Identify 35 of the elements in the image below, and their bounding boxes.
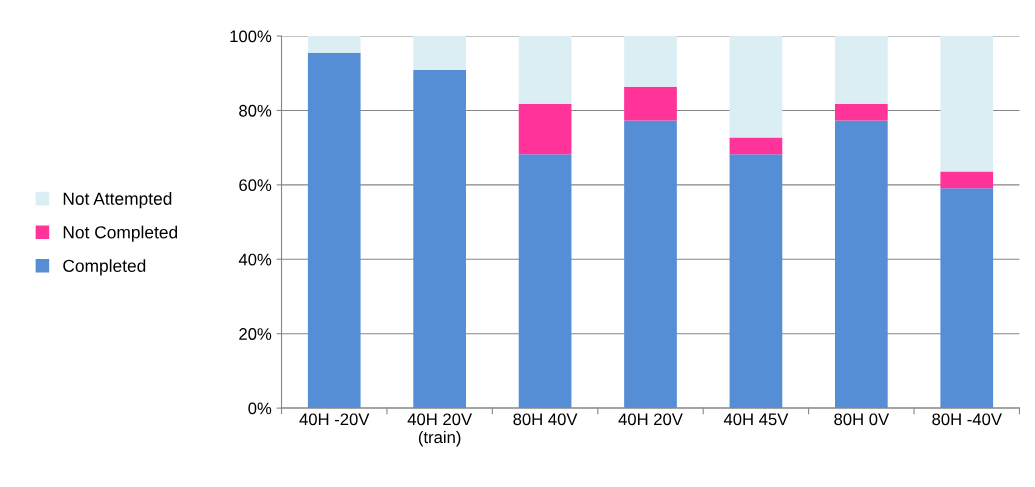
bar bbox=[518, 36, 572, 104]
y-tick-label: 80% bbox=[239, 104, 272, 117]
y-tick-label: 20% bbox=[239, 328, 272, 340]
bar bbox=[940, 36, 994, 172]
y-tick-label: 40% bbox=[238, 253, 272, 266]
x-tick-label: 40H -20V bbox=[299, 413, 370, 426]
bar bbox=[729, 36, 783, 138]
bar bbox=[624, 36, 677, 87]
bar bbox=[729, 154, 783, 409]
bar bbox=[518, 154, 572, 409]
bar bbox=[834, 120, 888, 409]
bar bbox=[518, 103, 572, 155]
bar bbox=[940, 188, 994, 409]
x-tick-label: 40H 20V (train) bbox=[407, 413, 473, 447]
bar bbox=[940, 171, 994, 189]
bar bbox=[834, 103, 888, 121]
bar bbox=[413, 36, 467, 70]
legend-label: Not Attempted bbox=[63, 192, 172, 209]
y-tick-label: 60% bbox=[239, 179, 272, 192]
bar bbox=[307, 36, 361, 53]
x-tick-label: 80H -40V bbox=[932, 413, 1002, 426]
bar bbox=[624, 120, 677, 409]
x-tick-label: 80H 0V bbox=[834, 413, 890, 426]
legend-label: Not Completed bbox=[63, 225, 178, 242]
legend-label: Completed bbox=[63, 259, 146, 276]
x-tick-label: 80H 40V bbox=[513, 413, 578, 426]
bar bbox=[729, 137, 783, 155]
x-tick-label: 40H 45V bbox=[723, 413, 789, 426]
bar bbox=[834, 36, 888, 104]
y-tick-label: 100% bbox=[230, 30, 272, 43]
bar bbox=[413, 69, 467, 409]
x-tick-label: 40H 20V bbox=[618, 413, 683, 426]
bar bbox=[307, 52, 361, 409]
bar bbox=[624, 86, 677, 121]
y-tick-label: 0% bbox=[248, 402, 272, 415]
